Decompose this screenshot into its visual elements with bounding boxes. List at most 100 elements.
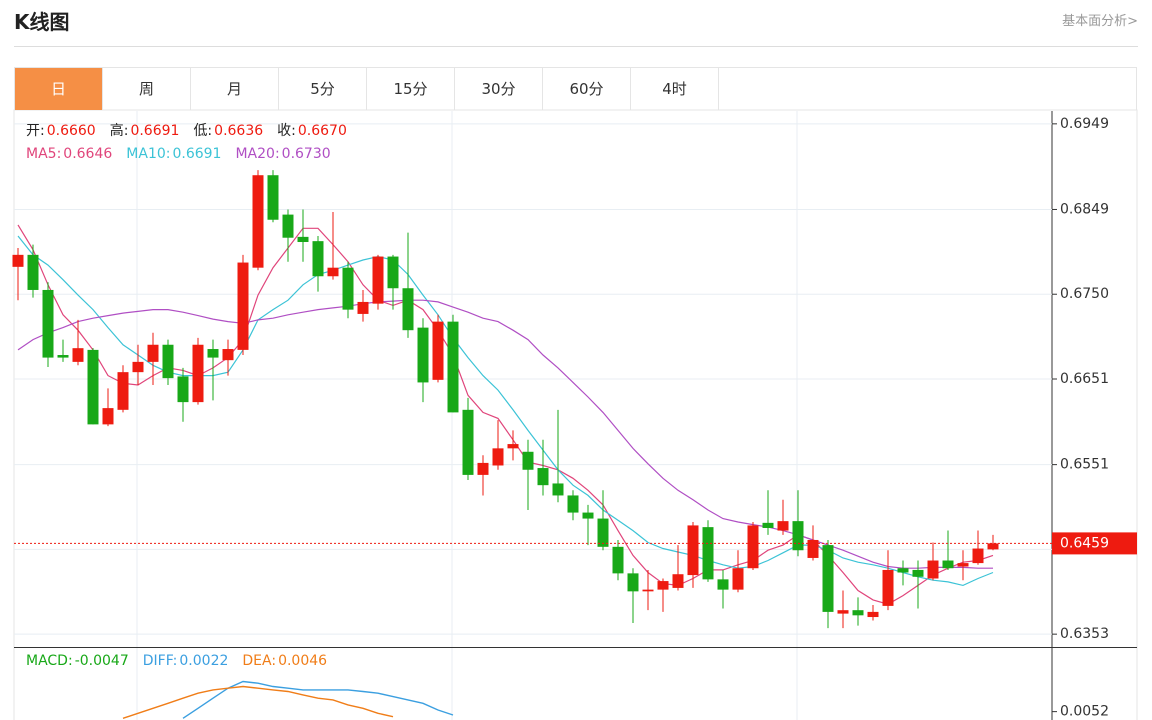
candle-body [237,262,249,350]
candle-body [462,409,474,475]
fundamental-link[interactable]: 基本面分析> [1062,14,1138,29]
candle-body [402,288,414,331]
legend-label: DIFF: [143,653,178,669]
info-value: 0.6636 [214,123,263,139]
candle-body [732,568,744,590]
last-price-label: 0.6459 [1060,535,1109,551]
candle-body [447,321,459,413]
candle-body [897,568,909,573]
legend-label: MA20: [235,146,279,162]
candle-body [222,349,234,361]
candle-body [177,376,189,403]
candle-body [717,579,729,590]
candle-body [312,241,324,277]
info-label: 低: [193,123,212,139]
candle-body [777,521,789,531]
tab-bar: 日周月 5分 15分 30分 60分 4时 [14,67,1137,110]
candle-body [627,573,639,592]
candle-body [522,451,534,470]
candle-body [672,574,684,588]
candle-body [57,355,69,358]
candle-body [912,569,924,577]
info-label: 收: [277,123,296,139]
info-label: 开: [26,123,45,139]
candle-body [297,236,309,243]
candle-body [477,462,489,475]
candle-body [207,349,219,358]
legend-value: 0.0046 [278,653,327,669]
candle-body [582,512,594,519]
y-tick-label: 0.6949 [1060,116,1109,132]
candle-body [792,521,804,551]
candle-body [837,610,849,614]
candle-body [762,522,774,528]
candle-body [282,214,294,238]
ma-line [17,224,994,605]
candle-body [102,408,114,425]
legend-label: DEA: [242,653,276,669]
candle-body [372,256,384,304]
legend-value: 0.0022 [179,653,228,669]
candle-body [537,468,549,486]
info-value: 0.6670 [298,123,347,139]
candle-body [87,349,99,425]
period-tab[interactable]: 60分 [543,68,631,110]
period-tab[interactable]: 月 [191,68,279,110]
page-title: K线图 [14,10,70,34]
candle-body [927,560,939,579]
y-tick-label: 0.6750 [1060,286,1109,302]
candle-body [642,589,654,592]
period-tab[interactable]: 15分 [367,68,455,110]
candle-body [747,525,759,569]
candle-body [492,448,504,466]
candle-body [327,267,339,277]
candle-body [567,495,579,513]
legend-value: 0.6730 [282,146,331,162]
candle-body [957,563,969,567]
y-tick-label: 0.6353 [1060,626,1109,642]
macd-line [182,680,454,719]
macd-line [122,685,394,719]
period-tab[interactable]: 周 [103,68,191,110]
candle-body [882,569,894,606]
candle-body [342,267,354,310]
candle-body [867,611,879,618]
y-tick-label: 0.0052 [1060,704,1109,720]
legend-label: MA10: [126,146,170,162]
candle-body [972,548,984,564]
candle-body [657,581,669,590]
candle-body [192,344,204,403]
candle-body [507,444,519,449]
macd-label: MACD: [26,653,73,669]
candle-body [72,348,84,362]
period-tab[interactable]: 30分 [455,68,543,110]
y-tick-label: 0.6849 [1060,201,1109,217]
info-value: 0.6660 [47,123,96,139]
candle-body [162,344,174,379]
period-tab[interactable]: 日 [15,68,103,110]
candle-body [807,539,819,558]
candle-body [132,361,144,373]
candle-body [942,560,954,569]
period-tab[interactable]: 5分 [279,68,367,110]
candle-body [12,254,24,267]
info-label: 高: [110,122,129,139]
candle-body [252,175,264,268]
ma-line [17,299,993,569]
macd-value: -0.0047 [75,653,129,669]
period-tab[interactable]: 4时 [631,68,719,110]
candle-body [267,175,279,220]
divider [14,46,1138,47]
candle-body [987,543,999,550]
last-price-box [1052,532,1137,555]
info-value: 0.6691 [130,123,179,139]
legend-label: MA5: [26,146,61,162]
candle-body [117,372,129,410]
candle-body [597,518,609,547]
y-tick-label: 0.6651 [1060,371,1109,387]
candle-body [387,256,399,289]
candle-body [417,327,429,383]
candle-body [822,545,834,612]
